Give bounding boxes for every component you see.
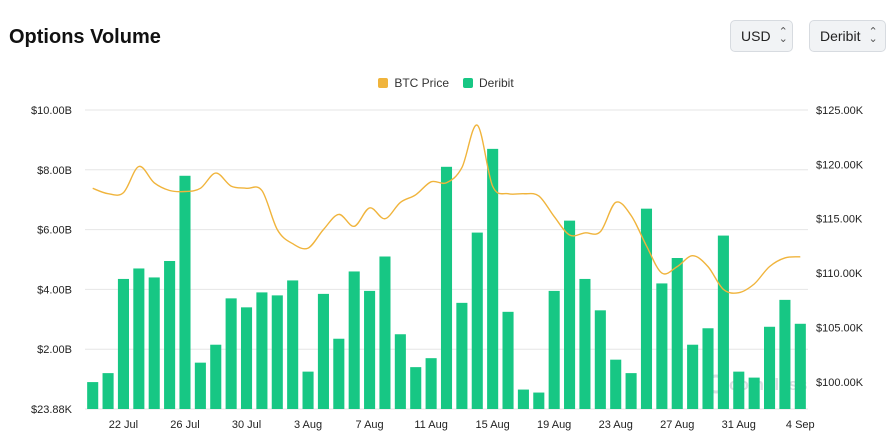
legend-item-volume[interactable]: Deribit: [463, 76, 514, 90]
legend-item-price[interactable]: BTC Price: [378, 76, 449, 90]
x-tick-label: 7 Aug: [356, 419, 384, 431]
volume-bar[interactable]: [302, 371, 314, 409]
volume-bar[interactable]: [348, 271, 360, 409]
y-axis-left: $23.88K $2.00B $4.00B $6.00B $8.00B $10.00B: [31, 105, 73, 416]
volume-bar[interactable]: [487, 148, 499, 409]
page-title: Options Volume: [9, 26, 161, 48]
x-tick-label: 19 Aug: [537, 419, 571, 431]
volume-bar[interactable]: [640, 208, 653, 409]
volume-bar[interactable]: [794, 323, 806, 409]
volume-bar[interactable]: [625, 373, 637, 409]
volume-bar[interactable]: [148, 277, 160, 409]
volume-bar[interactable]: [410, 367, 422, 409]
btc-price-line: [92, 124, 801, 294]
volume-bar[interactable]: [702, 328, 714, 409]
y-left-tick-label: $2.00B: [37, 344, 72, 356]
x-tick-label: 4 Sep: [786, 419, 815, 431]
volume-bar[interactable]: [164, 260, 176, 409]
volume-bar[interactable]: [317, 293, 329, 409]
volume-bar[interactable]: [287, 280, 299, 409]
volume-bar[interactable]: [102, 373, 114, 409]
volume-bar[interactable]: [748, 377, 760, 409]
volume-bar[interactable]: [656, 283, 668, 409]
volume-bar[interactable]: [779, 299, 791, 409]
y-right-tick-label: $115.00K: [816, 214, 863, 226]
currency-select-value: USD: [741, 28, 771, 44]
y-right-tick-label: $120.00K: [816, 159, 864, 171]
x-tick-label: 3 Aug: [294, 419, 322, 431]
x-axis: 22 Jul 26 Jul 30 Jul 3 Aug 7 Aug 11 Aug 15 Aug…: [109, 419, 815, 431]
x-tick-label: 23 Aug: [599, 419, 633, 431]
chevron-updown-icon: ⌃ ⌄: [868, 26, 878, 45]
volume-bar[interactable]: [117, 278, 129, 409]
y-left-tick-label: $6.00B: [37, 225, 72, 237]
volume-bar[interactable]: [456, 302, 468, 409]
legend-label-volume: Deribit: [479, 76, 514, 90]
y-left-tick-label: $8.00B: [37, 165, 72, 177]
volume-bar[interactable]: [210, 344, 222, 409]
x-tick-label: 22 Jul: [109, 419, 138, 431]
y-axis-right: $100.00K $105.00K $110.00K $115.00K $120.00K…: [816, 105, 864, 389]
volume-bar[interactable]: [764, 326, 776, 409]
volume-bar[interactable]: [471, 232, 483, 409]
volume-bar[interactable]: [87, 382, 99, 409]
volume-bar[interactable]: [133, 268, 145, 409]
volume-bar[interactable]: [671, 258, 683, 409]
volume-bars: [87, 148, 806, 409]
chevron-updown-icon: ⌃ ⌄: [778, 26, 788, 45]
volume-bar[interactable]: [594, 310, 606, 409]
volume-bar[interactable]: [717, 235, 729, 409]
volume-bar[interactable]: [256, 292, 268, 409]
volume-bar[interactable]: [548, 290, 560, 409]
x-tick-label: 31 Aug: [722, 419, 756, 431]
volume-bar[interactable]: [179, 175, 191, 409]
volume-bar[interactable]: [733, 371, 745, 409]
exchange-select-value: Deribit: [820, 28, 861, 44]
volume-bar[interactable]: [379, 256, 391, 409]
y-left-tick-label: $10.00B: [31, 105, 72, 117]
volume-bar[interactable]: [517, 389, 529, 409]
volume-bar[interactable]: [425, 358, 437, 409]
x-tick-label: 26 Jul: [170, 419, 199, 431]
volume-bar[interactable]: [687, 344, 699, 409]
y-left-tick-label: $23.88K: [31, 404, 73, 416]
volume-bar[interactable]: [502, 311, 514, 409]
legend-swatch-price: [378, 78, 389, 88]
volume-bar[interactable]: [440, 166, 453, 409]
y-right-tick-label: $110.00K: [816, 268, 863, 280]
volume-bar[interactable]: [533, 392, 545, 409]
volume-bar[interactable]: [610, 359, 622, 409]
legend-swatch-volume: [463, 78, 473, 88]
volume-bar[interactable]: [333, 338, 345, 409]
chart-legend: BTC Price Deribit: [0, 76, 892, 90]
currency-select[interactable]: USD ⌃ ⌄: [730, 20, 793, 52]
volume-bar[interactable]: [364, 290, 376, 409]
y-right-tick-label: $100.00K: [816, 377, 864, 389]
volume-bar[interactable]: [564, 220, 576, 409]
x-tick-label: 30 Jul: [232, 419, 261, 431]
volume-bar[interactable]: [271, 295, 283, 409]
volume-bar[interactable]: [194, 362, 206, 409]
x-tick-label: 15 Aug: [476, 419, 510, 431]
x-tick-label: 11 Aug: [414, 419, 447, 431]
legend-label-price: BTC Price: [394, 76, 449, 90]
volume-bar[interactable]: [394, 334, 406, 409]
y-right-tick-label: $125.00K: [816, 105, 864, 117]
exchange-select[interactable]: Deribit ⌃ ⌄: [809, 20, 886, 52]
volume-bar[interactable]: [240, 307, 253, 409]
volume-bar[interactable]: [225, 298, 237, 409]
y-left-tick-label: $4.00B: [37, 284, 72, 296]
volume-bar[interactable]: [579, 278, 591, 409]
y-right-tick-label: $105.00K: [816, 322, 864, 334]
x-tick-label: 27 Aug: [660, 419, 694, 431]
